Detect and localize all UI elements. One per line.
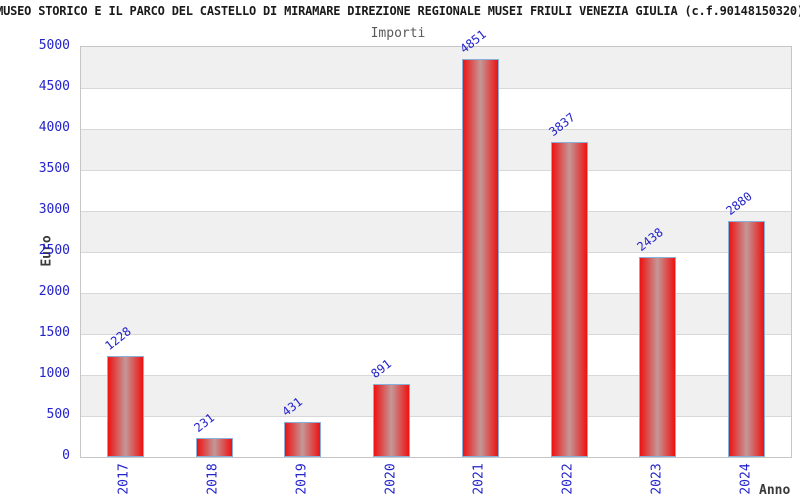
y-tick-label: 4500 bbox=[38, 79, 70, 94]
bar-2020: 891 bbox=[369, 357, 411, 457]
bar-value-label: 4851 bbox=[457, 27, 489, 57]
y-tick-label: 4000 bbox=[38, 120, 70, 135]
bar-2018: 231 bbox=[191, 411, 233, 457]
bar-value-label: 2438 bbox=[634, 225, 667, 255]
gridline bbox=[81, 252, 791, 253]
x-tick-label-2019: 2019 bbox=[294, 463, 310, 495]
x-axis-title: Anno bbox=[759, 483, 791, 498]
gridline bbox=[81, 129, 791, 130]
bar-2022: 3837 bbox=[546, 111, 588, 457]
x-tick-label-2022: 2022 bbox=[560, 463, 576, 495]
y-tick-label: 3500 bbox=[38, 161, 70, 176]
bar-value-label: 3837 bbox=[546, 110, 578, 140]
gridline bbox=[81, 293, 791, 294]
y-tick-label: 1500 bbox=[38, 325, 70, 340]
y-tick-label: 0 bbox=[62, 448, 70, 463]
bar-value-label: 431 bbox=[279, 394, 306, 419]
gridline bbox=[81, 88, 791, 89]
bar-2023: 2438 bbox=[635, 225, 677, 457]
gridline bbox=[81, 334, 791, 335]
y-tick-label: 5000 bbox=[38, 38, 70, 53]
x-tick-label-2021: 2021 bbox=[471, 463, 487, 495]
y-tick-label: 3000 bbox=[38, 202, 70, 217]
gridline bbox=[81, 211, 791, 212]
bar-value-label: 231 bbox=[191, 410, 217, 436]
x-tick-label-2017: 2017 bbox=[116, 463, 132, 495]
bar-value-label: 1228 bbox=[102, 324, 134, 354]
chart-subtitle: Importi bbox=[370, 26, 426, 41]
bar-2019: 431 bbox=[280, 394, 322, 457]
y-tick-label: 500 bbox=[46, 407, 70, 422]
x-tick-label-2020: 2020 bbox=[383, 463, 399, 495]
y-tick-label: 2500 bbox=[38, 243, 70, 258]
gridline bbox=[81, 375, 791, 376]
gridline bbox=[81, 170, 791, 171]
bar-value-label: 891 bbox=[368, 356, 395, 381]
x-tick-label-2018: 2018 bbox=[205, 463, 221, 495]
y-tick-label: 2000 bbox=[38, 284, 70, 299]
chart-title: MUSEO STORICO E IL PARCO DEL CASTELLO DI… bbox=[0, 4, 800, 18]
x-tick-label-2024: 2024 bbox=[738, 463, 754, 495]
y-tick-label: 1000 bbox=[38, 366, 70, 381]
bar-2024: 2880 bbox=[724, 189, 766, 457]
bar-2021: 4851 bbox=[457, 27, 499, 457]
plot-area: 1228 231 431 891 4851 3837 2438 2880 bbox=[80, 27, 792, 458]
bar-2017: 1228 bbox=[102, 324, 144, 457]
bar-value-label: 2880 bbox=[723, 189, 755, 218]
gridline bbox=[81, 416, 791, 417]
x-tick-label-2023: 2023 bbox=[649, 463, 665, 495]
